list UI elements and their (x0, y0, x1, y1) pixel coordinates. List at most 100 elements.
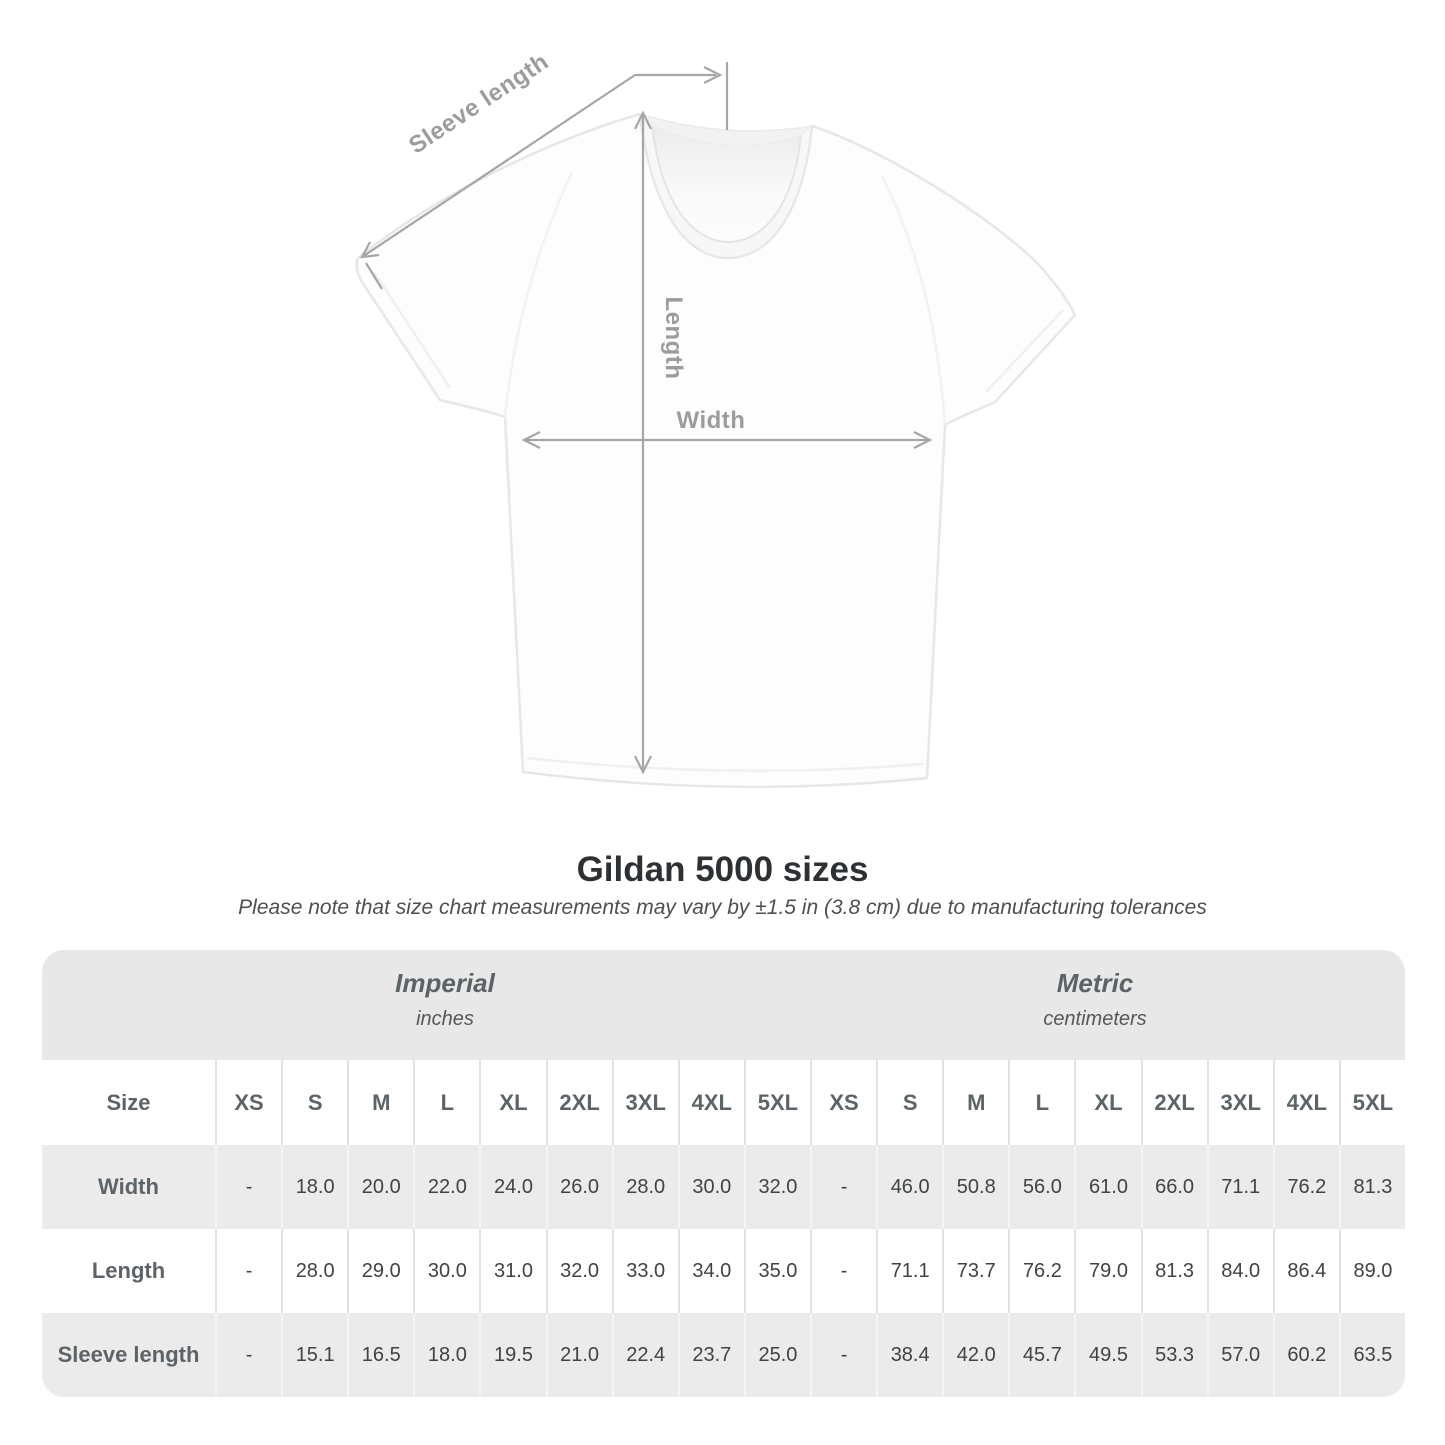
sleeve-length-arrow (360, 62, 729, 290)
table-cell: 38.4 (876, 1313, 942, 1397)
row-label: Length (91, 1258, 166, 1283)
table-row-sleeve-length: Sleeve length - 15.1 16.5 18.0 19.5 21.0… (42, 1313, 1405, 1397)
table-cell: 73.7 (942, 1229, 1008, 1313)
page-title: Gildan 5000 sizes (576, 850, 869, 889)
table-cell: 31.0 (479, 1229, 545, 1313)
left-cuff-hem (372, 271, 452, 389)
table-cell: 76.2 (1008, 1229, 1074, 1313)
table-cell: - (810, 1313, 876, 1397)
table-cell: - (215, 1145, 281, 1229)
table-cell: 16.5 (347, 1313, 413, 1397)
table-cell: 79.0 (1074, 1229, 1140, 1313)
table-cell: 18.0 (413, 1313, 479, 1397)
length-arrow (634, 110, 652, 775)
table-cell: 28.0 (281, 1229, 347, 1313)
table-cell: 57.0 (1206, 1313, 1273, 1397)
table-cell: 21.0 (545, 1313, 612, 1397)
col-header-imperial-5xl: 5XL (743, 1060, 810, 1145)
table-cell: 60.2 (1272, 1313, 1339, 1397)
table-cell: 26.0 (545, 1145, 612, 1229)
size-table: Imperial inches Metric centimeters Size … (42, 950, 1405, 1397)
col-header-imperial-4xl: 4XL (677, 1060, 744, 1145)
table-cell: 49.5 (1074, 1313, 1140, 1397)
table-cell: 61.0 (1074, 1145, 1140, 1229)
col-header-imperial-xl: XL (479, 1060, 545, 1145)
unit-group-band: Imperial inches Metric centimeters (42, 950, 1405, 1060)
table-cell: - (810, 1229, 876, 1313)
row-label: Sleeve length (57, 1342, 200, 1367)
col-header-metric-2xl: 2XL (1140, 1060, 1207, 1145)
table-cell: 32.0 (743, 1145, 810, 1229)
table-cell: 81.3 (1140, 1229, 1207, 1313)
table-cell: 76.2 (1272, 1145, 1339, 1229)
table-cell: 46.0 (876, 1145, 942, 1229)
table-cell: 53.3 (1140, 1313, 1207, 1397)
col-header-imperial-l: L (413, 1060, 479, 1145)
table-cell: - (810, 1145, 876, 1229)
collar-opening (652, 126, 801, 242)
table-cell: 29.0 (347, 1229, 413, 1313)
col-header-metric-s: S (876, 1060, 942, 1145)
table-cell: 84.0 (1206, 1229, 1273, 1313)
col-header-metric-xl: XL (1074, 1060, 1140, 1145)
table-cell: 20.0 (347, 1145, 413, 1229)
table-cell: 15.1 (281, 1313, 347, 1397)
col-header-imperial-2xl: 2XL (545, 1060, 612, 1145)
table-cell: 18.0 (281, 1145, 347, 1229)
left-sleeve-seam (503, 171, 574, 418)
bottom-hem-seam (526, 756, 925, 772)
table-cell: 63.5 (1338, 1313, 1405, 1397)
metric-group-name: Metric (1056, 968, 1134, 998)
row-label: Width (98, 1174, 159, 1199)
table-cell: 22.4 (611, 1313, 678, 1397)
table-cell: 71.1 (876, 1229, 942, 1313)
col-header-imperial-xs: XS (215, 1060, 281, 1145)
table-cell: 56.0 (1008, 1145, 1074, 1229)
col-header-metric-xs: XS (810, 1060, 876, 1145)
table-row-width: Width - 18.0 20.0 22.0 24.0 26.0 28.0 30… (42, 1145, 1405, 1229)
width-label: Width (677, 407, 746, 434)
table-cell: 45.7 (1008, 1313, 1074, 1397)
imperial-group-unit: inches (416, 1008, 474, 1030)
table-cell: 66.0 (1140, 1145, 1207, 1229)
tshirt-measurement-diagram: Sleeve length Length Width (355, 48, 1077, 789)
table-cell: - (215, 1313, 281, 1397)
table-row-length: Length - 28.0 29.0 30.0 31.0 32.0 33.0 3… (42, 1229, 1405, 1313)
table-cell: 32.0 (545, 1229, 612, 1313)
table-cell: 50.8 (942, 1145, 1008, 1229)
collar-inner-seam (651, 125, 802, 244)
table-cell: 23.7 (677, 1313, 744, 1397)
table-cell: 28.0 (611, 1145, 678, 1229)
table-cell: 81.3 (1338, 1145, 1405, 1229)
collar-outer-seam (639, 113, 813, 260)
width-arrow (521, 431, 933, 449)
table-cell: 25.0 (743, 1313, 810, 1397)
tolerance-note: Please note that size chart measurements… (238, 896, 1207, 919)
length-label: Length (660, 297, 687, 380)
table-cell: 35.0 (743, 1229, 810, 1313)
table-cell: 33.0 (611, 1229, 678, 1313)
table-cell: 42.0 (942, 1313, 1008, 1397)
table-cell: - (215, 1229, 281, 1313)
col-header-metric-3xl: 3XL (1206, 1060, 1273, 1145)
table-header-row: Size XS S M L XL 2XL 3XL 4XL 5XL XS S M … (42, 1060, 1405, 1145)
col-header-imperial-s: S (281, 1060, 347, 1145)
imperial-group-header: Imperial inches (395, 968, 495, 1031)
col-header-metric-l: L (1008, 1060, 1074, 1145)
table-cell: 71.1 (1206, 1145, 1273, 1229)
col-header-imperial-3xl: 3XL (611, 1060, 678, 1145)
col-header-imperial-m: M (347, 1060, 413, 1145)
table-cell: 89.0 (1338, 1229, 1405, 1313)
col-header-metric-m: M (942, 1060, 1008, 1145)
table-cell: 19.5 (479, 1313, 545, 1397)
table-cell: 24.0 (479, 1145, 545, 1229)
right-sleeve-seam (880, 175, 947, 426)
table-cell: 34.0 (677, 1229, 744, 1313)
table-cell: 30.0 (677, 1145, 744, 1229)
collar-front-rib (640, 114, 812, 258)
table-cell: 22.0 (413, 1145, 479, 1229)
col-header-metric-4xl: 4XL (1272, 1060, 1339, 1145)
table-cell: 30.0 (413, 1229, 479, 1313)
imperial-group-name: Imperial (395, 968, 495, 998)
